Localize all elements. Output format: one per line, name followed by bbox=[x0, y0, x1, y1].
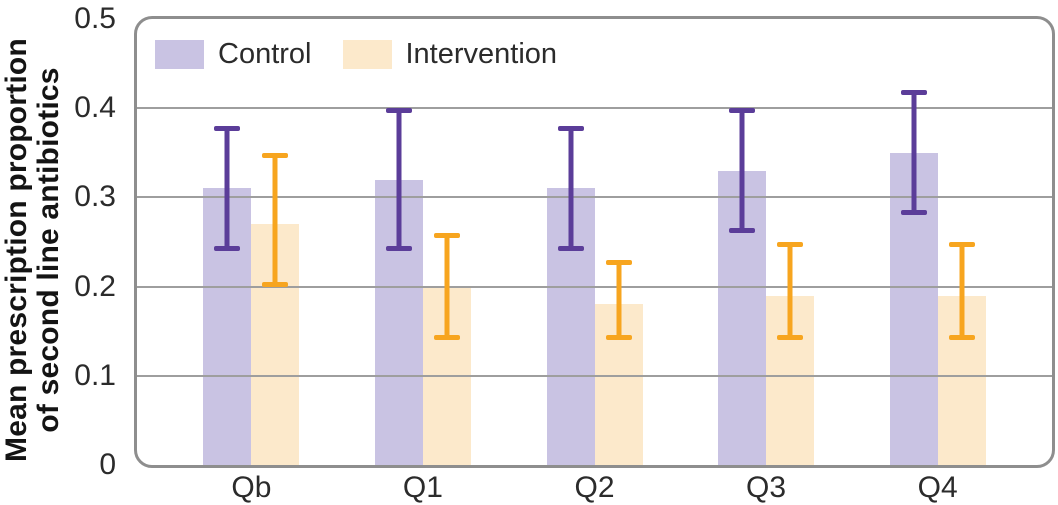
error-bar-cap-bottom bbox=[557, 245, 584, 251]
error-bar-cap-bottom bbox=[900, 210, 927, 216]
error-bar-stem bbox=[444, 233, 450, 341]
legend-label-intervention: Intervention bbox=[405, 38, 558, 70]
y-tick-label-0.1: 0.1 bbox=[74, 358, 116, 392]
gridline-0.4 bbox=[137, 107, 1052, 110]
y-tick-label-0.4: 0.4 bbox=[74, 91, 116, 125]
error-bar-stem bbox=[616, 259, 621, 341]
x-tick-label-qb: Qb bbox=[231, 471, 272, 504]
error-bar-intervention-q2 bbox=[605, 259, 632, 341]
x-tick-label-q1: Q1 bbox=[402, 471, 443, 504]
x-tick-label-q4: Q4 bbox=[917, 471, 958, 504]
legend-swatch-intervention bbox=[342, 39, 392, 69]
error-bar-control-q2 bbox=[557, 126, 584, 251]
error-bar-control-q3 bbox=[729, 108, 756, 234]
error-bar-cap-bottom bbox=[729, 228, 756, 234]
error-bar-control-q4 bbox=[900, 90, 927, 216]
gridline-0.2 bbox=[137, 285, 1052, 288]
y-tick-label-0.5: 0.5 bbox=[74, 2, 116, 35]
error-bar-cap-bottom bbox=[777, 335, 804, 341]
error-bar-stem bbox=[272, 152, 278, 287]
y-tick-label-0.3: 0.3 bbox=[74, 180, 116, 214]
error-bar-stem bbox=[739, 108, 745, 234]
error-bar-stem bbox=[911, 90, 917, 216]
error-bar-stem bbox=[959, 242, 965, 341]
error-bar-stem bbox=[787, 242, 793, 341]
error-bar-cap-bottom bbox=[385, 245, 412, 251]
y-tick-label-0.2: 0.2 bbox=[74, 269, 116, 303]
gridline-0.3 bbox=[137, 196, 1052, 199]
error-bar-cap-bottom bbox=[214, 245, 241, 251]
error-bar-intervention-q1 bbox=[433, 233, 460, 341]
x-tick-label-q2: Q2 bbox=[574, 471, 615, 504]
error-bar-control-qb bbox=[214, 126, 241, 251]
error-bar-stem bbox=[224, 126, 230, 251]
legend-item-intervention: Intervention bbox=[342, 38, 558, 70]
legend: Control Intervention bbox=[155, 39, 588, 69]
error-bar-stem bbox=[568, 126, 573, 251]
plot-area: Control Intervention bbox=[134, 16, 1055, 468]
x-tick-label-q3: Q3 bbox=[746, 471, 787, 504]
legend-item-control: Control bbox=[155, 39, 312, 69]
error-bar-intervention-q4 bbox=[948, 242, 975, 341]
error-bar-control-q1 bbox=[385, 108, 412, 251]
error-bar-cap-bottom bbox=[605, 335, 632, 341]
legend-swatch-control bbox=[155, 39, 204, 69]
error-bar-cap-bottom bbox=[948, 335, 975, 341]
legend-label-control: Control bbox=[218, 38, 312, 70]
error-bar-cap-bottom bbox=[262, 281, 289, 287]
error-bar-intervention-q3 bbox=[777, 242, 804, 341]
error-bar-cap-bottom bbox=[433, 335, 460, 341]
y-tick-label-0: 0 bbox=[99, 448, 116, 481]
error-bar-intervention-qb bbox=[262, 152, 289, 287]
gridline-0.1 bbox=[137, 374, 1052, 377]
error-bar-stem bbox=[396, 108, 402, 251]
y-axis-ticks: 0 0.1 0.2 0.3 0.4 0.5 bbox=[0, 3, 124, 481]
